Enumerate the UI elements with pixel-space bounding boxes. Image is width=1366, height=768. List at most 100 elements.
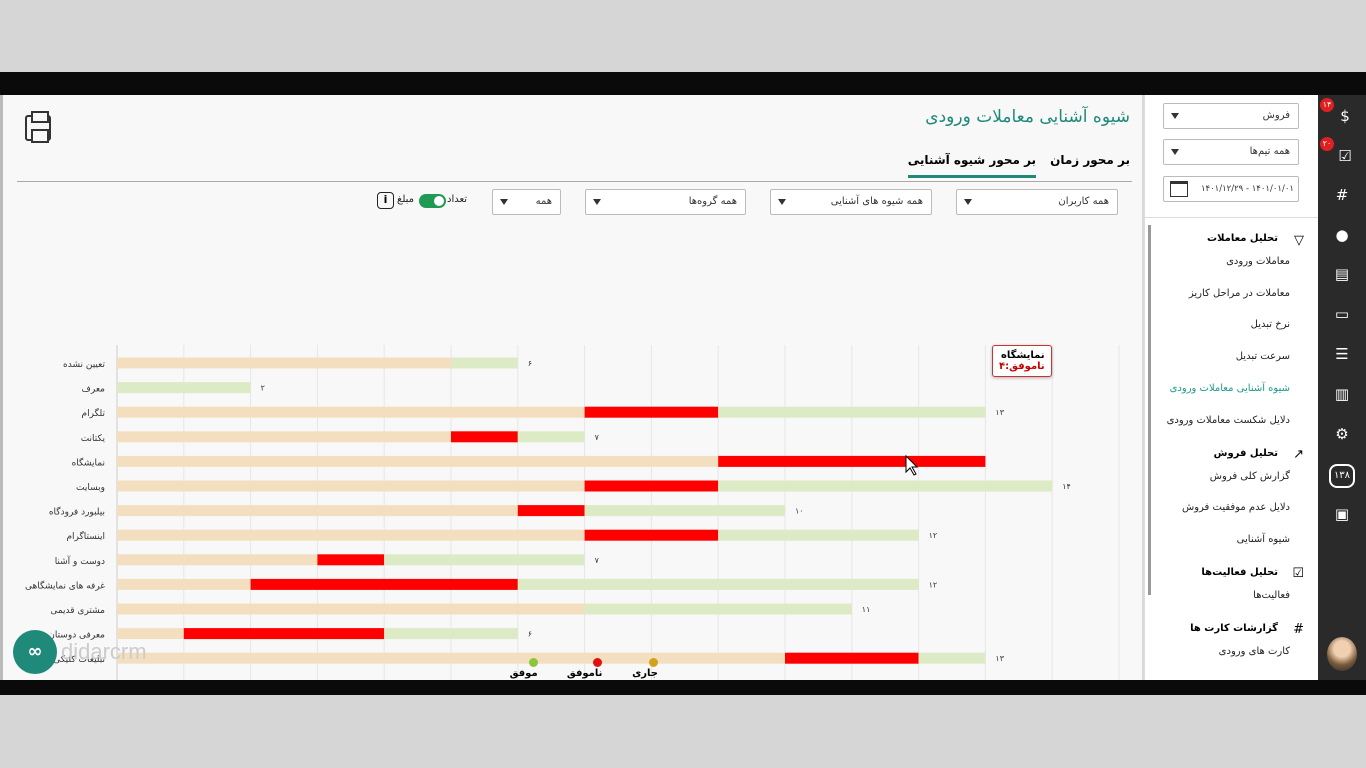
bar-total-label: ۱۲ — [929, 580, 938, 589]
gift-icon[interactable]: ▣ — [1334, 505, 1350, 523]
bar-total-label: ۱۰ — [795, 507, 804, 516]
bar-segment-failed — [584, 480, 719, 492]
tab-source-axis[interactable]: بر محور شیوه آشنایی — [907, 147, 1037, 178]
sidebar-item[interactable]: فعالیت‌ها — [1253, 590, 1290, 601]
count-label: تعداد — [447, 194, 468, 205]
bar-segment-success — [584, 603, 852, 615]
avatar[interactable] — [1327, 637, 1357, 671]
legend-item-current[interactable]: جاری — [620, 657, 658, 679]
chat-icon[interactable]: ▭ — [1334, 305, 1350, 323]
sources-select[interactable]: همه شیوه های آشنایی — [770, 189, 932, 215]
logo-icon: ∞ — [13, 630, 57, 674]
category-label: غرفه های نمایشگاهی — [25, 579, 105, 591]
section-sales-analysis: تحلیل فروش — [1213, 448, 1278, 459]
bar-segment-failed — [517, 505, 585, 517]
bar-segment-current — [117, 480, 585, 492]
category-label: نمایشگاه — [72, 456, 105, 468]
icon-rail: $ ۱۴ ☑ ۲۰ # ● ▤ ▭ ☰ ▥ ⚙ ۱۳۸ ▣ — [1318, 95, 1366, 680]
cards-icon: # — [1293, 622, 1304, 637]
tooltip-label: ناموفق: — [1005, 361, 1045, 372]
bar-segment-current — [117, 578, 251, 590]
legend-dot — [649, 657, 658, 667]
category-label: دوست و آشنا — [55, 555, 105, 567]
category-label: بیلبورد فرودگاه — [49, 506, 105, 518]
category-label: تبلیغات کلیکی — [53, 655, 105, 665]
counter-icon[interactable]: ۱۳۸ — [1329, 464, 1355, 488]
sidebar-item[interactable]: گزارش کلی فروش — [1209, 471, 1290, 482]
sidebar-item[interactable]: معاملات در مراحل کاریز — [1188, 288, 1290, 299]
bar-segment-failed — [785, 652, 919, 664]
bar-segment-current — [117, 431, 451, 443]
sidebar-item[interactable]: معاملات ورودی — [1226, 256, 1290, 267]
dollar-icon[interactable]: $ — [1340, 107, 1350, 125]
bar-total-label: ۷ — [595, 556, 600, 565]
bar-segment-failed — [451, 431, 518, 443]
info-icon[interactable]: i — [377, 192, 394, 209]
category-label: تلگرام — [82, 407, 106, 419]
bar-total-label: ۱۴ — [1062, 482, 1071, 491]
chevron-down-icon — [964, 199, 972, 205]
bar-chart: ۰۱۲۳۴۵۶۷۸۹۱۰۱۱۱۲۱۳۱۴۱۵تعدادتعیین نشده۶مع… — [25, 345, 1123, 710]
page-title: شیوه آشنایی معاملات ورودی — [925, 107, 1130, 127]
sidebar-divider — [1145, 217, 1318, 218]
sidebar-item[interactable]: سرعت تبدیل — [1235, 351, 1290, 362]
bar-segment-current — [117, 357, 451, 369]
bar-segment-success — [517, 578, 919, 590]
team-select[interactable]: همه تیم‌ها — [1163, 139, 1299, 165]
letterbox-bottom — [0, 680, 1366, 695]
chart-legend: جاری ناموفق موفق — [498, 657, 658, 679]
sidebar-item[interactable]: دلایل عدم موفقیت فروش — [1182, 502, 1290, 513]
date-range-value: ۱۴۰۱/۰۱/۰۱ - ۱۴۰۱/۱۲/۲۹ — [1200, 184, 1294, 194]
bar-segment-failed — [183, 628, 385, 640]
chevron-down-icon — [1171, 113, 1179, 119]
category-label: معرف — [82, 385, 106, 395]
chevron-down-icon — [778, 199, 786, 205]
date-range-input[interactable]: ۱۴۰۱/۰۱/۰۱ - ۱۴۰۱/۱۲/۲۹ — [1163, 176, 1299, 202]
letterbox-top — [0, 72, 1366, 95]
bar-segment-success — [584, 505, 785, 517]
hashtag-icon[interactable]: # — [1335, 186, 1349, 204]
category-label: معرفی دوستان — [48, 631, 105, 641]
sidebar-item[interactable]: شیوه آشنایی — [1236, 534, 1290, 545]
printer-icon[interactable] — [25, 111, 51, 143]
bar-segment-success — [117, 382, 251, 394]
sidebar-item[interactable]: نرخ تبدیل — [1250, 319, 1290, 330]
bar-segment-current — [117, 628, 184, 640]
chart-icon[interactable]: ▥ — [1334, 385, 1350, 403]
chevron-down-icon — [1171, 149, 1179, 155]
tab-divider — [17, 181, 1132, 182]
bar-segment-success — [718, 406, 986, 418]
bar-segment-current — [117, 505, 518, 517]
sidebar-scrollbar[interactable] — [1148, 225, 1151, 595]
didarcrm-logo: ∞ didarcrm — [13, 630, 147, 674]
tooltip-title: نمایشگاه — [1001, 350, 1045, 361]
section-card-reports: گزارشات کارت ها — [1190, 623, 1278, 634]
bar-segment-failed — [250, 578, 518, 590]
users-select[interactable]: همه کاربران — [956, 189, 1118, 215]
section-deals-analysis: تحلیل معاملات — [1207, 233, 1278, 244]
task-check-icon[interactable]: ☑ — [1338, 147, 1352, 165]
bar-segment-success — [517, 431, 585, 443]
groups-select[interactable]: همه گروه‌ها — [585, 189, 746, 215]
amount-label: مبلغ — [397, 194, 415, 205]
trend-up-icon: ↗ — [1293, 447, 1304, 462]
gear-icon[interactable]: ⚙ — [1335, 425, 1349, 443]
bar-segment-current — [117, 529, 585, 541]
tab-time-axis[interactable]: بر محور زمان — [1050, 153, 1130, 167]
section-activities-analysis: تحلیل فعالیت‌ها — [1201, 567, 1278, 578]
bar-segment-failed — [718, 455, 986, 467]
sources-select-value: همه شیوه های آشنایی — [830, 196, 923, 207]
type-select[interactable]: فروش — [1163, 103, 1299, 129]
legend-item-failed[interactable]: ناموفق — [556, 657, 603, 679]
sidebar-item[interactable]: دلایل شکست معاملات ورودی — [1166, 415, 1290, 426]
user-icon[interactable]: ● — [1335, 226, 1349, 244]
calendar-icon[interactable] — [1170, 181, 1188, 197]
sidebar-item[interactable]: کارت های ورودی — [1218, 646, 1290, 657]
sidebar-item-active[interactable]: شیوه آشنایی معاملات ورودی — [1169, 383, 1290, 394]
legend-item-success[interactable]: موفق — [498, 657, 538, 679]
amount-count-toggle[interactable] — [419, 194, 446, 208]
status-select[interactable]: همه — [492, 189, 561, 215]
category-label: اینستاگرام — [66, 530, 105, 542]
notes-icon[interactable]: ☰ — [1335, 345, 1349, 363]
document-icon[interactable]: ▤ — [1334, 265, 1350, 283]
